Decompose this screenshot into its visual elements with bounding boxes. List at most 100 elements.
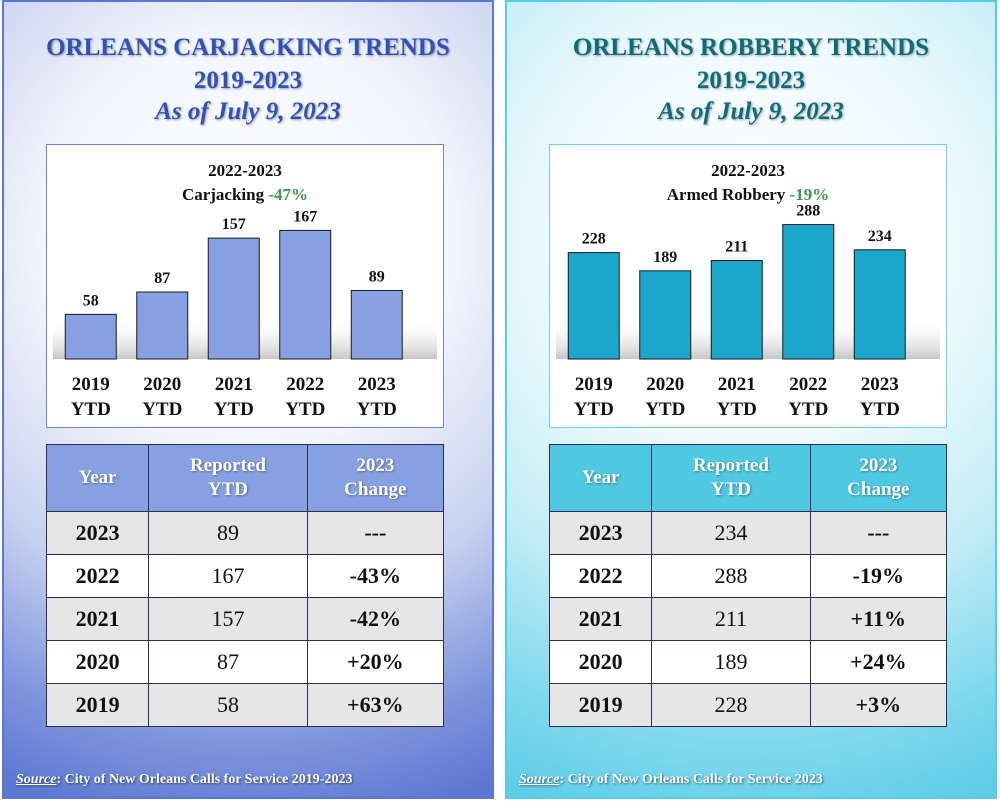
category-label: 2020 — [143, 374, 181, 395]
category-label: YTD — [645, 399, 685, 420]
bar — [279, 229, 332, 360]
cell-change: --- — [809, 511, 948, 555]
bar — [350, 289, 403, 360]
cell-change: +11% — [809, 597, 948, 641]
data-label: 228 — [582, 231, 606, 248]
cell-change: -43% — [306, 554, 445, 598]
cell-reported: 167 — [148, 554, 308, 598]
cell-change: +3% — [809, 683, 948, 727]
cell-year: 2020 — [548, 640, 653, 684]
cell-reported: 234 — [651, 511, 811, 555]
carjacking-chart: 2022-2023 Carjacking -47% 58 2019 YTD 87 202… — [46, 144, 444, 428]
category-label: 2019 — [72, 374, 110, 395]
cell-reported: 288 — [651, 554, 811, 598]
cell-year: 2022 — [548, 554, 653, 598]
category-label: YTD — [285, 399, 325, 420]
bar — [207, 237, 260, 360]
cell-change: +63% — [306, 683, 445, 727]
category-label: YTD — [142, 399, 182, 420]
chart-title-line-1: 2022-2023 — [208, 161, 282, 180]
chart-title-line-2: Armed Robbery -19% — [550, 185, 946, 205]
chart-title-label: Carjacking — [181, 185, 265, 204]
title-line-1: ORLEANS CARJACKING TRENDS — [46, 34, 450, 61]
cell-reported: 189 — [651, 640, 811, 684]
table-row: 2023 89 --- — [45, 511, 445, 555]
title-line-1: ORLEANS ROBBERY TRENDS — [572, 34, 930, 61]
source-note: Source: City of New Orleans Calls for Se… — [16, 772, 352, 788]
data-label: 211 — [725, 239, 748, 256]
source-note: Source: City of New Orleans Calls for Se… — [519, 772, 823, 788]
cell-reported: 87 — [148, 640, 308, 684]
header-year: Year — [45, 444, 150, 512]
category-label: YTD — [71, 399, 111, 420]
cell-reported: 58 — [148, 683, 308, 727]
cell-reported: 228 — [651, 683, 811, 727]
chart-title-change: -47% — [268, 185, 309, 204]
source-label: Source — [519, 772, 560, 787]
data-label: 157 — [222, 216, 246, 233]
bar-chart-svg: 58 2019 YTD 87 2020 YTD 157 2021 YTD 167 2022 YTD 89… — [53, 208, 437, 420]
cell-reported: 157 — [148, 597, 308, 641]
bar — [567, 252, 620, 360]
category-label: 2023 — [358, 374, 396, 395]
header-change: 2023 Change — [306, 444, 445, 512]
table-header-row: Year Reported YTD 2023 Change — [45, 444, 445, 512]
cell-change: +20% — [306, 640, 445, 684]
cell-year: 2023 — [45, 511, 150, 555]
bar — [853, 249, 906, 360]
cell-reported: 211 — [651, 597, 811, 641]
source-text: : City of New Orleans Calls for Service … — [559, 772, 823, 787]
bar — [710, 260, 763, 360]
header-reported-text: Reported YTD — [189, 455, 266, 500]
robbery-table: Year Reported YTD 2023 Change 2023 234 -… — [548, 444, 948, 727]
category-label: 2023 — [861, 374, 899, 395]
cell-year: 2021 — [548, 597, 653, 641]
title-line-2: 2019-2023 — [193, 67, 303, 94]
cell-change: -19% — [809, 554, 948, 598]
category-label: YTD — [860, 399, 900, 420]
bar-chart-svg: 228 2019 YTD 189 2020 YTD 211 2021 YTD 288 2022 YTD… — [556, 203, 940, 420]
header-year: Year — [548, 444, 653, 512]
data-label: 87 — [154, 270, 170, 287]
category-label: 2020 — [646, 374, 684, 395]
carjacking-panel: ORLEANS CARJACKING TRENDS 2019-2023 As o… — [2, 0, 494, 799]
category-label: 2022 — [789, 374, 827, 395]
bar — [782, 224, 835, 360]
header-reported: Reported YTD — [148, 444, 308, 512]
table-row: 2023 234 --- — [548, 511, 948, 555]
bar — [639, 270, 692, 360]
chart-title-change: -19% — [789, 185, 830, 204]
category-label: YTD — [788, 399, 828, 420]
bar — [64, 313, 117, 360]
category-label: YTD — [717, 399, 757, 420]
header-reported: Reported YTD — [651, 444, 811, 512]
table-row: 2021 211 +11% — [548, 597, 948, 641]
chart-title-line-2: Carjacking -47% — [47, 185, 443, 205]
category-label: 2021 — [215, 374, 253, 395]
cell-change: -42% — [306, 597, 445, 641]
robbery-chart: 2022-2023 Armed Robbery -19% 228 2019 YTD 1… — [549, 144, 947, 428]
table-row: 2020 189 +24% — [548, 640, 948, 684]
category-label: 2019 — [575, 374, 613, 395]
data-label: 167 — [293, 208, 317, 225]
cell-year: 2019 — [45, 683, 150, 727]
cell-year: 2021 — [45, 597, 150, 641]
header-change-text: 2023 Change — [344, 455, 407, 500]
category-label: YTD — [214, 399, 254, 420]
cell-year: 2023 — [548, 511, 653, 555]
data-label: 189 — [653, 249, 677, 266]
title-line-3: As of July 9, 2023 — [658, 98, 844, 125]
data-label: 288 — [796, 203, 820, 220]
cell-year: 2020 — [45, 640, 150, 684]
table-header-row: Year Reported YTD 2023 Change — [548, 444, 948, 512]
data-label: 58 — [83, 292, 99, 309]
header-reported-text: Reported YTD — [692, 455, 769, 500]
cell-reported: 89 — [148, 511, 308, 555]
title-line-2: 2019-2023 — [696, 67, 806, 94]
table-row: 2021 157 -42% — [45, 597, 445, 641]
chart-title-line-1: 2022-2023 — [711, 161, 785, 180]
cell-year: 2019 — [548, 683, 653, 727]
cell-change: +24% — [809, 640, 948, 684]
data-label: 89 — [369, 268, 385, 285]
category-label: YTD — [574, 399, 614, 420]
